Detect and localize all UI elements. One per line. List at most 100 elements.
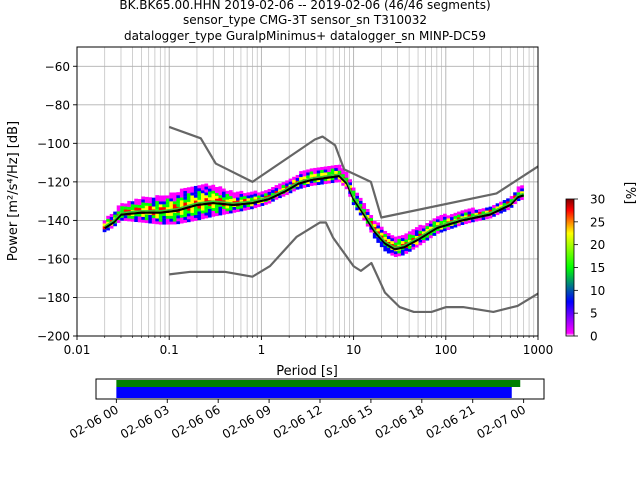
new-high-noise-model — [168, 125, 539, 219]
histogram-cell — [200, 198, 205, 202]
histogram-cell — [172, 201, 177, 205]
histogram-cell — [369, 214, 374, 219]
histogram-cell — [386, 233, 391, 237]
plot-area — [77, 47, 538, 336]
histogram-cell — [186, 213, 191, 217]
histogram-cell — [344, 177, 349, 181]
histogram-cell — [239, 199, 244, 203]
histogram-cell — [421, 225, 426, 229]
histogram-cell — [355, 198, 360, 202]
histogram-cell — [313, 182, 317, 186]
histogram-cell — [193, 206, 198, 210]
histogram-cell — [130, 215, 135, 219]
ppsd-plot: 0.01 0.1 1 10 100 1000 −60 −80 −100 −120 −140 −160… — [6, 46, 553, 379]
histogram-cell — [428, 232, 433, 236]
histogram-cell — [193, 211, 198, 216]
histogram-cell — [481, 216, 486, 221]
histogram-cell — [393, 239, 398, 243]
histogram-cell — [197, 199, 202, 203]
histogram-cell — [358, 203, 363, 207]
histogram-cell — [337, 167, 342, 171]
histogram-cell — [197, 185, 202, 189]
histogram-cell — [418, 233, 423, 237]
histogram-cell — [176, 203, 181, 207]
histogram-cell — [323, 172, 328, 176]
histogram-cell — [229, 195, 233, 199]
histogram-cell — [453, 212, 458, 216]
histogram-cell — [520, 196, 524, 200]
histogram-cell — [162, 218, 167, 222]
histogram-cell — [186, 193, 191, 197]
histogram-cell — [502, 202, 507, 207]
histogram-cell — [186, 210, 191, 214]
histogram-cell — [516, 189, 521, 193]
histogram-cell — [516, 197, 521, 202]
histogram-cell — [351, 190, 356, 194]
histogram-cell — [250, 194, 254, 198]
histogram-cell — [197, 216, 202, 221]
histogram-cell — [267, 200, 272, 204]
histogram-cell — [281, 187, 286, 191]
timeline-tick-label: 02-06 09 — [220, 402, 274, 441]
colorbar-tick-label: 20 — [590, 238, 605, 252]
histogram-cell — [102, 220, 107, 224]
histogram-cell — [337, 164, 342, 168]
histogram-cell — [372, 232, 377, 236]
histogram-cell — [207, 211, 212, 215]
histogram-cell — [193, 194, 198, 198]
histogram-cell — [155, 203, 160, 207]
mode-curve — [104, 174, 525, 251]
histogram-cell — [151, 200, 156, 204]
histogram-cell — [130, 204, 135, 208]
histogram-cell — [464, 220, 468, 225]
y-tick-label: −160 — [37, 252, 70, 266]
histogram-cell — [123, 209, 128, 213]
histogram-cell — [432, 221, 437, 225]
histogram-cell — [460, 216, 465, 220]
histogram-cell — [397, 235, 402, 239]
histogram-cell — [411, 229, 416, 233]
histogram-cell — [414, 232, 419, 236]
histogram-cell — [193, 209, 198, 213]
histogram-cell — [236, 206, 240, 210]
histogram-cell — [155, 200, 160, 205]
histogram-cell — [341, 171, 345, 175]
histogram-cell — [197, 188, 202, 192]
histogram-cell — [207, 197, 212, 201]
histogram-cell — [141, 219, 146, 223]
histogram-cell — [306, 183, 310, 187]
histogram-cell — [443, 225, 447, 229]
histogram-cell — [221, 211, 226, 215]
histogram-cell — [320, 172, 324, 176]
histogram-cell — [190, 186, 195, 190]
histogram-cell — [372, 235, 377, 239]
histogram-cell — [183, 202, 188, 206]
histogram-cell — [323, 169, 328, 173]
histogram-cell — [221, 188, 226, 192]
y-tick-label: −80 — [45, 98, 70, 112]
histogram-cell — [211, 213, 216, 217]
histogram-cell — [137, 204, 142, 208]
histogram-cell — [134, 216, 138, 220]
histogram-cell — [151, 220, 156, 224]
histogram-cell — [186, 198, 191, 202]
histogram-cell — [169, 201, 174, 205]
histogram-cell — [348, 182, 353, 186]
histogram-cell — [144, 196, 149, 200]
histogram-cell — [407, 234, 412, 238]
histogram-cell — [379, 244, 384, 248]
histogram-cell — [155, 218, 160, 222]
histogram-cell — [144, 214, 149, 218]
timeline-coverage-bar — [116, 380, 521, 387]
timeline-tick-label: 02-07 00 — [474, 402, 528, 441]
histogram-cell — [179, 220, 184, 224]
histogram-cell — [211, 187, 216, 191]
histogram-cell — [200, 210, 205, 214]
histogram-cell — [134, 204, 138, 208]
histogram-cell — [158, 221, 163, 225]
histogram-cell — [130, 218, 135, 222]
histogram-cell — [425, 225, 430, 230]
histogram-cell — [365, 211, 370, 215]
y-tick-label: −200 — [37, 330, 70, 344]
histogram-cell — [334, 170, 338, 174]
